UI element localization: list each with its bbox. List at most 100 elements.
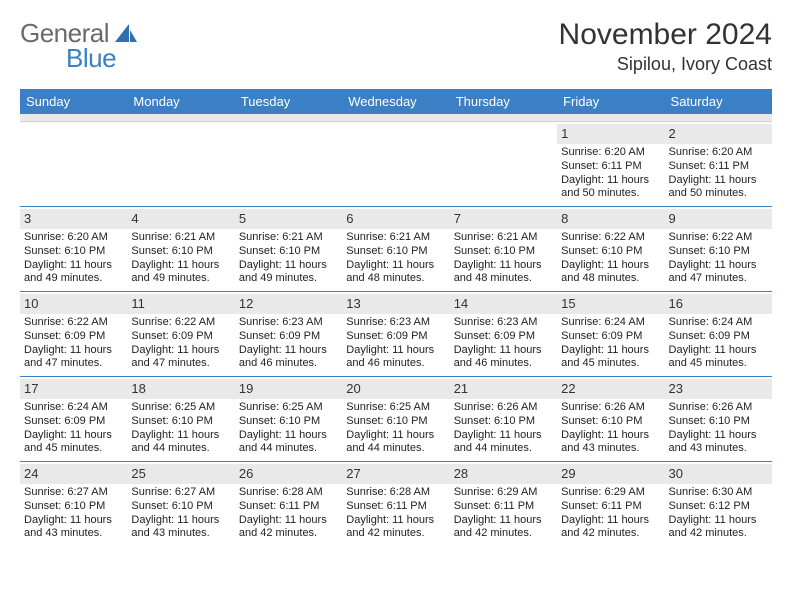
header-spacer xyxy=(20,114,772,122)
day-number: 28 xyxy=(454,466,468,481)
sunset-line: Sunset: 6:10 PM xyxy=(131,415,230,429)
sunset-line: Sunset: 6:11 PM xyxy=(561,160,660,174)
sunset-line: Sunset: 6:11 PM xyxy=(454,500,553,514)
day-number: 1 xyxy=(561,126,568,141)
day-cell: 27Sunrise: 6:28 AMSunset: 6:11 PMDayligh… xyxy=(342,462,449,546)
daylight-line: Daylight: 11 hours and 43 minutes. xyxy=(669,429,768,457)
sunset-line: Sunset: 6:10 PM xyxy=(239,415,338,429)
day-number: 20 xyxy=(346,381,360,396)
day-info: Sunrise: 6:23 AMSunset: 6:09 PMDaylight:… xyxy=(454,316,553,371)
day-number-strip: 7 xyxy=(450,209,557,229)
day-info: Sunrise: 6:27 AMSunset: 6:10 PMDaylight:… xyxy=(131,486,230,541)
daylight-line: Daylight: 11 hours and 48 minutes. xyxy=(346,259,445,287)
day-info: Sunrise: 6:21 AMSunset: 6:10 PMDaylight:… xyxy=(346,231,445,286)
sunrise-line: Sunrise: 6:20 AM xyxy=(561,146,660,160)
sunrise-line: Sunrise: 6:21 AM xyxy=(346,231,445,245)
day-cell: 28Sunrise: 6:29 AMSunset: 6:11 PMDayligh… xyxy=(450,462,557,546)
day-number: 25 xyxy=(131,466,145,481)
sunrise-line: Sunrise: 6:22 AM xyxy=(131,316,230,330)
weekday-header: Tuesday xyxy=(235,89,342,114)
sail-icon xyxy=(115,24,137,42)
location-label: Sipilou, Ivory Coast xyxy=(559,54,772,75)
day-cell: 25 Sunrise: 6:27 AMSunset: 6:10 PMDayligh… xyxy=(127,462,234,546)
day-info: Sunrise: 6:22 AMSunset: 6:09 PMDaylight:… xyxy=(131,316,230,371)
weeks-container: 1Sunrise: 6:20 AMSunset: 6:11 PMDaylight… xyxy=(20,122,772,546)
day-number-strip: 11 xyxy=(127,294,234,314)
day-info: Sunrise: 6:22 AMSunset: 6:09 PMDaylight:… xyxy=(24,316,123,371)
day-number-strip xyxy=(235,124,342,126)
daylight-line: Daylight: 11 hours and 43 minutes. xyxy=(561,429,660,457)
daylight-line: Daylight: 11 hours and 45 minutes. xyxy=(561,344,660,372)
daylight-line: Daylight: 11 hours and 46 minutes. xyxy=(346,344,445,372)
day-cell: 29Sunrise: 6:29 AMSunset: 6:11 PMDayligh… xyxy=(557,462,664,546)
week-row: 17Sunrise: 6:24 AMSunset: 6:09 PMDayligh… xyxy=(20,376,772,461)
daylight-line: Daylight: 11 hours and 49 minutes. xyxy=(239,259,338,287)
sunset-line: Sunset: 6:10 PM xyxy=(239,245,338,259)
day-number: 16 xyxy=(669,296,683,311)
day-number: 19 xyxy=(239,381,253,396)
day-number: 29 xyxy=(561,466,575,481)
weekday-header: Monday xyxy=(127,89,234,114)
day-number-strip: 12 xyxy=(235,294,342,314)
day-number: 2 xyxy=(669,126,676,141)
sunrise-line: Sunrise: 6:22 AM xyxy=(24,316,123,330)
calendar: Sunday Monday Tuesday Wednesday Thursday… xyxy=(20,89,772,546)
daylight-line: Daylight: 11 hours and 48 minutes. xyxy=(454,259,553,287)
day-info: Sunrise: 6:23 AMSunset: 6:09 PMDaylight:… xyxy=(346,316,445,371)
daylight-line: Daylight: 11 hours and 44 minutes. xyxy=(131,429,230,457)
sunrise-line: Sunrise: 6:23 AM xyxy=(346,316,445,330)
day-cell xyxy=(20,122,127,206)
day-cell: 4 Sunrise: 6:21 AMSunset: 6:10 PMDaylight… xyxy=(127,207,234,291)
logo-word-blue: Blue xyxy=(66,43,137,74)
daylight-line: Daylight: 11 hours and 47 minutes. xyxy=(24,344,123,372)
day-number-strip: 24 xyxy=(20,464,127,484)
day-number: 7 xyxy=(454,211,461,226)
day-info: Sunrise: 6:24 AMSunset: 6:09 PMDaylight:… xyxy=(669,316,768,371)
day-number: 17 xyxy=(24,381,38,396)
daylight-line: Daylight: 11 hours and 44 minutes. xyxy=(346,429,445,457)
sunrise-line: Sunrise: 6:21 AM xyxy=(131,231,230,245)
weekday-header-row: Sunday Monday Tuesday Wednesday Thursday… xyxy=(20,89,772,114)
sunset-line: Sunset: 6:11 PM xyxy=(346,500,445,514)
daylight-line: Daylight: 11 hours and 42 minutes. xyxy=(669,514,768,542)
day-cell: 10Sunrise: 6:22 AMSunset: 6:09 PMDayligh… xyxy=(20,292,127,376)
sunrise-line: Sunrise: 6:20 AM xyxy=(669,146,768,160)
day-number-strip: 19 xyxy=(235,379,342,399)
week-row: 3Sunrise: 6:20 AMSunset: 6:10 PMDaylight… xyxy=(20,206,772,291)
sunset-line: Sunset: 6:10 PM xyxy=(24,500,123,514)
day-info: Sunrise: 6:21 AMSunset: 6:10 PMDaylight:… xyxy=(131,231,230,286)
sunrise-line: Sunrise: 6:24 AM xyxy=(24,401,123,415)
sunset-line: Sunset: 6:10 PM xyxy=(131,500,230,514)
day-number-strip: 23 xyxy=(665,379,772,399)
sunset-line: Sunset: 6:10 PM xyxy=(24,245,123,259)
sunrise-line: Sunrise: 6:22 AM xyxy=(561,231,660,245)
day-info: Sunrise: 6:22 AMSunset: 6:10 PMDaylight:… xyxy=(669,231,768,286)
day-number: 4 xyxy=(131,211,138,226)
day-cell: 15Sunrise: 6:24 AMSunset: 6:09 PMDayligh… xyxy=(557,292,664,376)
sunset-line: Sunset: 6:10 PM xyxy=(131,245,230,259)
sunset-line: Sunset: 6:10 PM xyxy=(454,415,553,429)
day-cell: 14Sunrise: 6:23 AMSunset: 6:09 PMDayligh… xyxy=(450,292,557,376)
daylight-line: Daylight: 11 hours and 43 minutes. xyxy=(24,514,123,542)
sunrise-line: Sunrise: 6:29 AM xyxy=(561,486,660,500)
day-cell: 3Sunrise: 6:20 AMSunset: 6:10 PMDaylight… xyxy=(20,207,127,291)
week-row: 10Sunrise: 6:22 AMSunset: 6:09 PMDayligh… xyxy=(20,291,772,376)
daylight-line: Daylight: 11 hours and 44 minutes. xyxy=(454,429,553,457)
day-cell: 23Sunrise: 6:26 AMSunset: 6:10 PMDayligh… xyxy=(665,377,772,461)
day-number: 11 xyxy=(131,296,145,311)
day-number-strip: 6 xyxy=(342,209,449,229)
day-cell: 17Sunrise: 6:24 AMSunset: 6:09 PMDayligh… xyxy=(20,377,127,461)
day-number-strip: 3 xyxy=(20,209,127,229)
sunrise-line: Sunrise: 6:30 AM xyxy=(669,486,768,500)
day-cell xyxy=(127,122,234,206)
day-number-strip: 18 xyxy=(127,379,234,399)
day-number-strip: 21 xyxy=(450,379,557,399)
daylight-line: Daylight: 11 hours and 42 minutes. xyxy=(346,514,445,542)
day-number-strip: 13 xyxy=(342,294,449,314)
sunset-line: Sunset: 6:09 PM xyxy=(131,330,230,344)
sunrise-line: Sunrise: 6:27 AM xyxy=(24,486,123,500)
day-number-strip: 4 xyxy=(127,209,234,229)
daylight-line: Daylight: 11 hours and 42 minutes. xyxy=(561,514,660,542)
day-number-strip: 10 xyxy=(20,294,127,314)
sunrise-line: Sunrise: 6:25 AM xyxy=(239,401,338,415)
